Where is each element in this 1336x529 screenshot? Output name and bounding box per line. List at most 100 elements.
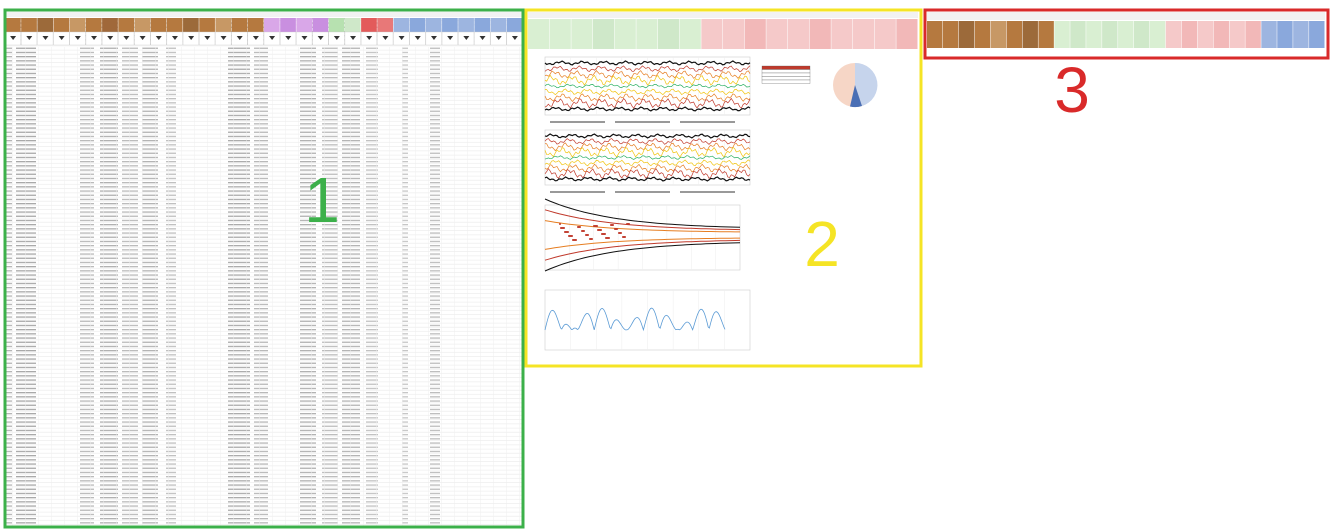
header-cell — [1149, 21, 1166, 48]
header-cell — [231, 18, 248, 32]
scatter-dot — [568, 235, 570, 237]
header-cell — [344, 18, 361, 32]
header-cell — [1261, 21, 1277, 48]
mini-table-row — [761, 76, 811, 81]
legend-swatch — [680, 121, 735, 123]
scatter-dot — [589, 238, 591, 240]
scatter-dot — [559, 223, 561, 225]
scatter-dot — [601, 233, 603, 235]
filter-button — [58, 36, 65, 40]
header-cell — [264, 18, 280, 32]
chart-line — [544, 163, 751, 173]
legend-swatch — [550, 121, 605, 123]
filter-button — [366, 36, 373, 40]
chart-line — [544, 237, 740, 250]
filter-button — [463, 36, 470, 40]
header-cell — [458, 18, 474, 32]
header-cell — [1229, 21, 1245, 48]
header-cell — [809, 19, 831, 49]
pie-slice — [855, 62, 878, 106]
chart-line — [544, 138, 751, 145]
legend-swatch — [550, 191, 605, 193]
header-cell — [377, 18, 393, 32]
chart-line — [544, 176, 751, 182]
filter-button — [301, 36, 308, 40]
chart-line — [544, 239, 741, 261]
header-cell — [118, 18, 134, 32]
header-cell — [528, 19, 550, 49]
header-cell — [549, 19, 571, 49]
region-label: 2 — [804, 208, 840, 280]
scatter-dot — [626, 223, 628, 225]
header-cell — [593, 19, 615, 49]
header-cell — [1118, 21, 1134, 48]
header-band — [5, 12, 523, 17]
header-cell — [636, 19, 658, 49]
header-cell — [1277, 21, 1293, 48]
header-cell — [1213, 21, 1229, 48]
header-cell — [150, 18, 167, 32]
header-cell — [5, 18, 21, 32]
header-cell — [1006, 21, 1023, 48]
filter-button — [350, 36, 357, 40]
header-cell — [69, 18, 86, 32]
header-cell — [1181, 21, 1198, 48]
header-cell — [942, 21, 959, 48]
filter-button — [511, 36, 518, 40]
scatter-dot — [622, 236, 624, 238]
header-cell — [361, 18, 377, 32]
chart-line — [544, 155, 751, 160]
header-cell — [296, 18, 313, 32]
chart-line — [544, 198, 741, 228]
filter-button — [204, 36, 211, 40]
filter-button — [479, 36, 486, 40]
header-cell — [1102, 21, 1118, 48]
filter-button — [26, 36, 33, 40]
header-cell — [766, 19, 788, 49]
chart-line — [544, 146, 751, 158]
header-cell — [874, 19, 896, 49]
filter-button — [91, 36, 98, 40]
header-cell — [474, 18, 491, 32]
scatter-dot — [597, 229, 599, 231]
chart-line — [544, 106, 751, 112]
header-cell — [679, 19, 701, 49]
header-cell — [247, 18, 264, 32]
scatter-dot — [605, 237, 607, 239]
chart-line — [544, 70, 751, 79]
chart-line — [544, 209, 741, 231]
filter-button — [317, 36, 324, 40]
filter-button — [382, 36, 389, 40]
header-cell — [21, 18, 37, 32]
header-cell — [831, 19, 853, 49]
header-cell — [896, 19, 918, 49]
header-cell — [1165, 21, 1182, 48]
header-cell — [312, 18, 329, 32]
scatter-dot — [618, 232, 620, 234]
chart-line — [544, 142, 751, 152]
chart-line — [544, 168, 751, 179]
chart-line — [544, 65, 751, 73]
mini-table-row — [761, 65, 811, 70]
header-cell — [1245, 21, 1261, 48]
filter-button — [188, 36, 195, 40]
region-label: 3 — [1054, 54, 1090, 126]
filter-button — [447, 36, 454, 40]
filter-button — [107, 36, 114, 40]
chart-line — [544, 220, 740, 233]
filter-button — [269, 36, 276, 40]
scatter-dot — [585, 234, 587, 236]
header-cell — [974, 21, 991, 48]
filter-button — [171, 36, 178, 40]
header-cell — [215, 18, 232, 32]
filter-button — [139, 36, 146, 40]
header-cell — [853, 19, 875, 49]
chart-line — [544, 93, 751, 103]
filter-button — [123, 36, 130, 40]
header-band — [528, 12, 918, 18]
filter-button — [155, 36, 162, 40]
header-cell — [571, 19, 593, 49]
scatter-dot — [564, 231, 566, 233]
scatter-dot — [572, 239, 574, 241]
filter-button — [285, 36, 292, 40]
